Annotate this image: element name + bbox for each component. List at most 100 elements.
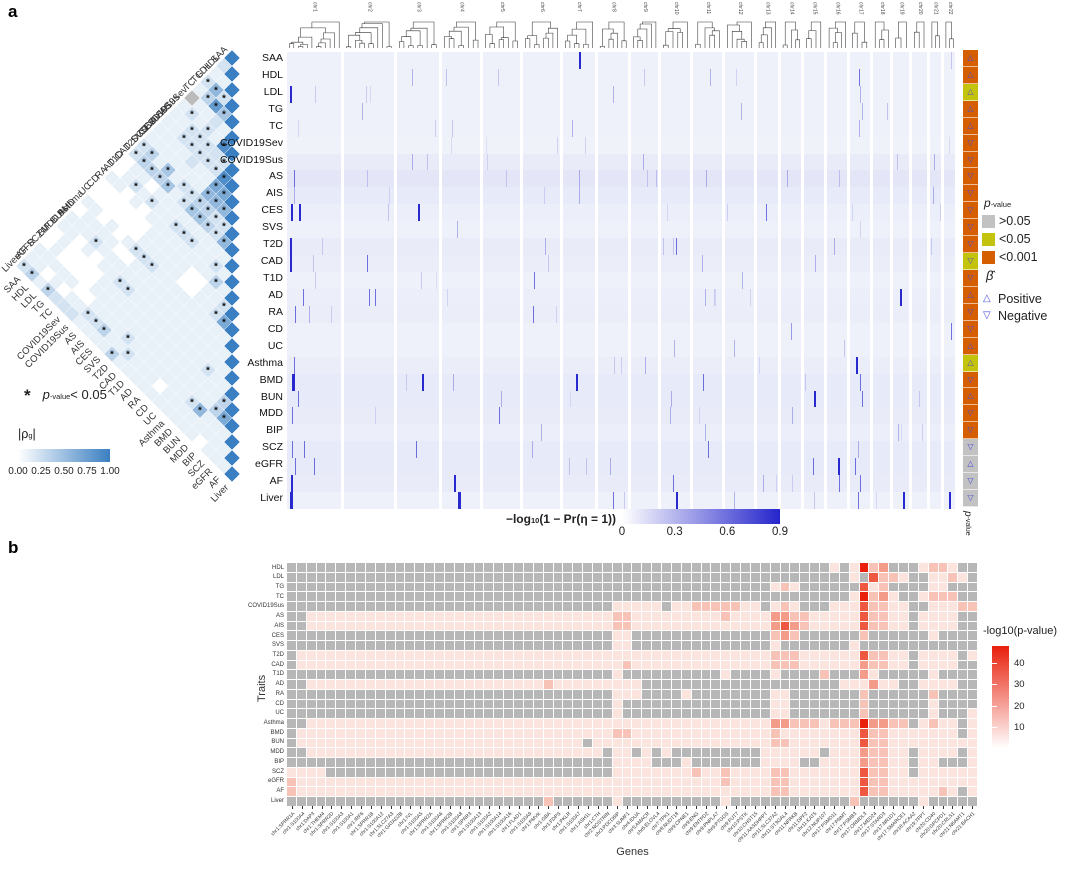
row-haze: [756, 458, 778, 476]
heatmap-cell: [918, 602, 928, 611]
row-haze: [756, 170, 778, 188]
heatmap-cell: [731, 738, 741, 748]
dendrogram-branch: [608, 38, 614, 48]
panel-b-x-tick: [380, 806, 382, 809]
heatmap-cell: [829, 787, 839, 797]
heatmap-cell: [741, 758, 750, 767]
heatmap-cell: [622, 758, 632, 767]
heatmap-cell: [849, 699, 859, 709]
row-haze: [661, 153, 691, 171]
heatmap-cell: [652, 699, 662, 709]
row-haze: [781, 221, 802, 238]
heatmap-cell: [721, 797, 731, 806]
row-haze: [631, 289, 658, 306]
heatmap-cell: [671, 758, 681, 767]
row-haze: [780, 458, 802, 476]
heatmap-cell: [415, 572, 425, 582]
row-haze: [873, 323, 891, 340]
annotation-axis-sub: -value: [964, 516, 971, 536]
heatmap-cell: [583, 797, 592, 806]
heatmap-cell: [750, 670, 760, 680]
chromosome-cells: [724, 52, 754, 509]
row-haze: [826, 441, 848, 459]
heatmap-cell: [662, 777, 671, 787]
pvalue-legend-label: <0.05: [999, 232, 1031, 246]
heatmap-cell: [968, 572, 977, 582]
row-haze: [826, 390, 848, 408]
heatmap-cell: [543, 748, 553, 758]
heatmap-cell: [464, 728, 474, 738]
significance-star: *: [206, 366, 210, 377]
panel-b-x-tick: [420, 806, 422, 809]
heatmap-cell: [948, 563, 958, 572]
heatmap-cell: [622, 670, 632, 680]
annotation-cell: △: [963, 66, 978, 84]
heatmap-cell: [464, 650, 474, 660]
heatmap-cell: [583, 699, 592, 709]
chromosome-cells: [562, 52, 595, 509]
panel-b-x-tick: [331, 806, 333, 809]
heatmap-cell: [869, 670, 879, 680]
heatmap-cell: [464, 797, 474, 806]
heatmap-cell: [385, 689, 395, 699]
faint-signal-tick: [931, 238, 933, 256]
heatmap-cell: [365, 631, 375, 641]
chromosome-column: chr19: [893, 2, 910, 509]
signal-tick: [859, 475, 861, 493]
heatmap-cell: [899, 787, 908, 797]
signal-tick: [859, 373, 861, 391]
heatmap-cell: [514, 728, 523, 738]
heatmap-cell: [790, 797, 800, 806]
row-haze: [826, 475, 848, 493]
row-haze: [930, 289, 941, 306]
heatmap-cell: [889, 670, 899, 680]
chromosome-cells: [872, 52, 891, 509]
beta-positive-icon: △: [967, 340, 974, 350]
pvalue-legend-swatch: [982, 250, 995, 264]
heatmap-cell: [889, 719, 899, 728]
significance-star: *: [190, 398, 194, 409]
heatmap-cell: [553, 758, 563, 767]
annotation-cell: △: [963, 337, 978, 355]
heatmap-cell: [839, 777, 849, 787]
heatmap-cell: [829, 631, 839, 641]
heatmap-cell: [563, 572, 573, 582]
row-haze: [804, 424, 823, 441]
heatmap-cell: [652, 787, 662, 797]
row-haze: [781, 69, 802, 86]
row-haze: [804, 323, 823, 340]
row-haze: [943, 238, 955, 256]
heatmap-cell: [593, 719, 602, 728]
heatmap-cell: [859, 709, 869, 719]
dendrogram-branch: [862, 41, 868, 48]
row-haze: [483, 356, 520, 374]
heatmap-cell: [879, 777, 889, 787]
heatmap-cell: [889, 738, 899, 748]
heatmap-cell: [918, 719, 928, 728]
row-haze: [781, 86, 802, 103]
heatmap-cell: [810, 592, 820, 602]
row-haze: [631, 441, 659, 459]
heatmap-cell: [928, 758, 938, 767]
annotation-cell: ▽: [963, 371, 978, 389]
heatmap-cell: [691, 563, 701, 572]
row-haze: [693, 305, 722, 323]
heatmap-cell: [602, 621, 612, 631]
heatmap-cell: [385, 572, 395, 582]
heatmap-cell: [908, 641, 918, 650]
row-haze: [912, 373, 927, 391]
heatmap-cell: [494, 758, 504, 767]
heatmap-cell: [543, 572, 553, 582]
dendrogram-branch: [501, 37, 509, 48]
panel-b-x-tick: [370, 806, 372, 809]
heatmap-cell: [731, 777, 741, 787]
heatmap-cell: [375, 728, 385, 738]
faint-signal-tick: [790, 322, 792, 340]
heatmap-cell: [287, 621, 296, 631]
heatmap-cell: [504, 797, 514, 806]
signal-tick: [861, 102, 863, 120]
dendrogram-branch: [527, 35, 537, 45]
row-haze: [756, 441, 778, 459]
heatmap-cell: [928, 738, 938, 748]
heatmap-cell: [602, 748, 612, 758]
